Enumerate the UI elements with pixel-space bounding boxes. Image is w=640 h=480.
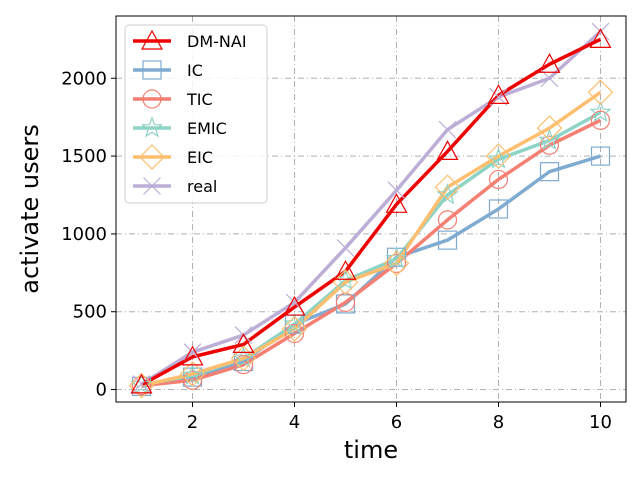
y-axis-label: activate users [16, 124, 44, 294]
y-tick-label: 2000 [61, 68, 107, 89]
grid-lines [116, 16, 626, 402]
series-line-eic [141, 90, 602, 388]
legend-marker [142, 89, 162, 109]
y-tick-label: 1000 [61, 224, 107, 245]
data-point-dm-nai [181, 345, 204, 366]
series-line-dm-nai [140, 37, 602, 387]
legend: DM-NAI IC TIC EMIC EIC real [124, 24, 268, 204]
series-lines [140, 30, 602, 389]
x-tick-label: 2 [187, 412, 198, 433]
data-point-emic [130, 373, 153, 395]
data-point-eic [383, 250, 410, 277]
data-point-eic [587, 79, 614, 106]
plot-frame [115, 15, 627, 403]
data-point-dm-nai [130, 373, 153, 394]
data-point-tic [284, 323, 305, 344]
x-tick-label: 4 [289, 412, 300, 433]
data-point-ic [539, 162, 560, 182]
data-point-eic [128, 372, 155, 399]
series-line-tic [141, 118, 602, 388]
y-tick-label: 0 [96, 380, 107, 401]
data-point-ic [488, 199, 509, 219]
x-axis-label: time [344, 436, 398, 464]
data-point-real [387, 181, 406, 200]
data-point-dm-nai [589, 28, 612, 48]
data-point-dm-nai [385, 193, 408, 213]
legend-marker [140, 29, 164, 50]
series-markers [128, 22, 614, 399]
data-point-tic [131, 376, 152, 396]
data-point-tic [539, 135, 560, 155]
data-point-emic [538, 128, 561, 150]
data-point-emic [487, 147, 510, 169]
data-point-eic [281, 315, 308, 342]
legend-label: EMIC [187, 119, 227, 138]
data-point-dm-nai [232, 333, 255, 354]
data-point-emic [385, 247, 408, 269]
y-tick-label: 500 [73, 302, 107, 323]
data-point-dm-nai [334, 260, 357, 280]
data-point-emic [181, 363, 204, 386]
data-point-dm-nai [283, 295, 306, 316]
data-point-real [132, 375, 151, 394]
x-tick-label: 6 [391, 412, 402, 433]
data-point-eic [230, 345, 257, 372]
data-point-eic [179, 361, 206, 387]
data-point-emic [232, 346, 255, 368]
data-point-tic [590, 110, 611, 130]
y-tick-label: 1500 [61, 146, 107, 167]
data-point-real [438, 120, 457, 139]
data-point-real [489, 88, 508, 106]
legend-label: DM-NAI [187, 32, 247, 51]
data-point-dm-nai [487, 84, 510, 104]
data-point-real [591, 22, 610, 41]
data-point-emic [283, 312, 306, 334]
legend-marker [143, 177, 161, 195]
series-line-real [140, 30, 602, 386]
data-point-tic [386, 253, 407, 274]
x-tick-label: 8 [493, 412, 504, 433]
data-point-tic [488, 169, 509, 190]
data-point-dm-nai [436, 140, 459, 161]
legend-marker [142, 60, 162, 80]
legend-marker [139, 144, 165, 170]
legend-label: EIC [187, 148, 213, 167]
data-point-dm-nai [538, 53, 561, 73]
data-point-tic [437, 210, 458, 230]
data-point-tic [233, 355, 254, 375]
x-tick-label: 10 [589, 412, 612, 433]
legend-label: IC [187, 61, 203, 80]
data-point-eic [332, 269, 359, 296]
data-point-ic [590, 146, 611, 166]
data-point-tic [182, 370, 203, 390]
legend-label: real [187, 177, 217, 196]
data-point-eic [485, 143, 512, 169]
legend-marker [140, 116, 164, 138]
data-point-emic [589, 100, 612, 122]
legend-label: TIC [186, 90, 213, 109]
series-line-ic [141, 154, 602, 389]
axis-ticks: 2 4 6 8 10 0 500 1000 1500 2000 [61, 68, 612, 433]
data-point-ic [437, 230, 458, 250]
data-point-eic [434, 174, 461, 201]
data-point-real [336, 238, 355, 257]
data-point-eic [536, 115, 563, 141]
